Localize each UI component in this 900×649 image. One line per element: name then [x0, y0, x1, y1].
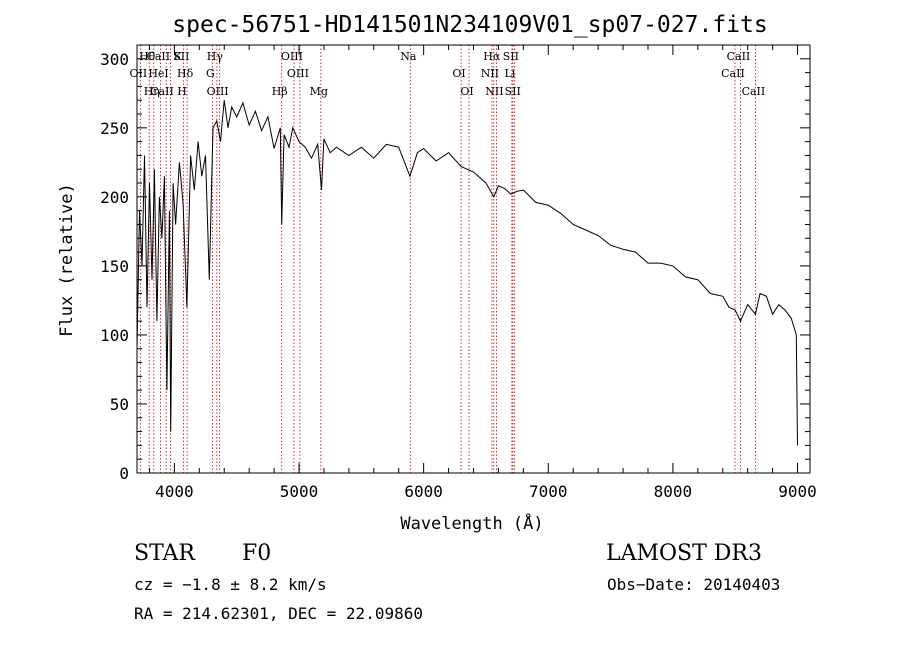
obs-date-text: Obs−Date: 20140403	[607, 575, 780, 594]
line-label: Hα	[483, 50, 501, 63]
line-label: OIII	[207, 85, 229, 98]
flux-series-line	[136, 100, 798, 446]
y-axis-label: Flux (relative)	[57, 183, 77, 337]
line-label: Hη	[144, 85, 160, 98]
y-tick-label: 250	[100, 119, 129, 138]
y-tick-label: 300	[100, 50, 129, 69]
y-tick-label: 200	[100, 188, 129, 207]
line-label: Hδ	[177, 67, 194, 80]
line-label: SII	[503, 50, 519, 63]
x-axis-ticks: 4000 5000 6000 7000 8000 9000	[148, 45, 817, 501]
x-tick-label: 4000	[155, 482, 194, 501]
object-class: STAR	[134, 541, 196, 566]
x-tick-label: 5000	[280, 482, 319, 501]
y-tick-label: 50	[110, 395, 129, 414]
plot-frame	[136, 44, 811, 474]
object-subclass: F0	[242, 541, 271, 566]
coordinates-text: RA = 214.62301, DEC = 22.09860	[134, 604, 423, 623]
x-tick-label: 6000	[404, 482, 443, 501]
survey-name: LAMOST DR3	[606, 541, 762, 566]
line-label: NII	[485, 85, 503, 98]
y-tick-label: 100	[100, 326, 129, 345]
line-label: Na	[400, 50, 417, 63]
line-label: NII	[481, 67, 499, 80]
line-label: Hθ	[139, 50, 156, 63]
redshift-text: cz = −1.8 ± 8.2 km/s	[134, 575, 327, 594]
line-label: CaII H	[150, 85, 187, 98]
line-label: OI	[460, 85, 473, 98]
y-axis-ticks: 0 50 100 150 200 250 300	[100, 50, 810, 483]
emission-line-labels: Hθ OII Hη CaII K HeI CaII H SII Hδ OIII Hγ G Hβ OIII…	[130, 50, 766, 98]
line-label: OIII	[287, 67, 309, 80]
line-label: OII	[130, 67, 148, 80]
line-label: CaII K	[146, 50, 182, 63]
line-label: Hγ	[207, 50, 224, 63]
line-label: Hβ	[272, 85, 288, 98]
line-label: OI	[452, 67, 465, 80]
y-tick-label: 150	[100, 257, 129, 276]
y-tick-label: 0	[119, 464, 129, 483]
line-label: G	[206, 67, 215, 80]
line-label: SII	[505, 85, 521, 98]
line-label: CaII	[742, 85, 766, 98]
x-tick-label: 8000	[654, 482, 693, 501]
line-label: Li	[504, 67, 515, 80]
x-axis-label: Wavelength (Å)	[400, 512, 543, 534]
x-tick-label: 9000	[778, 482, 817, 501]
x-tick-label: 7000	[529, 482, 568, 501]
line-label: OIII	[281, 50, 303, 63]
line-label: CaII	[721, 67, 745, 80]
emission-line-markers	[139, 45, 756, 473]
line-label: SII	[173, 50, 189, 63]
line-label: CaII	[727, 50, 751, 63]
chart-title: spec-56751-HD141501N234109V01_sp07-027.f…	[172, 12, 767, 38]
line-label: Mg	[310, 85, 328, 98]
line-label: HeI	[148, 67, 168, 80]
